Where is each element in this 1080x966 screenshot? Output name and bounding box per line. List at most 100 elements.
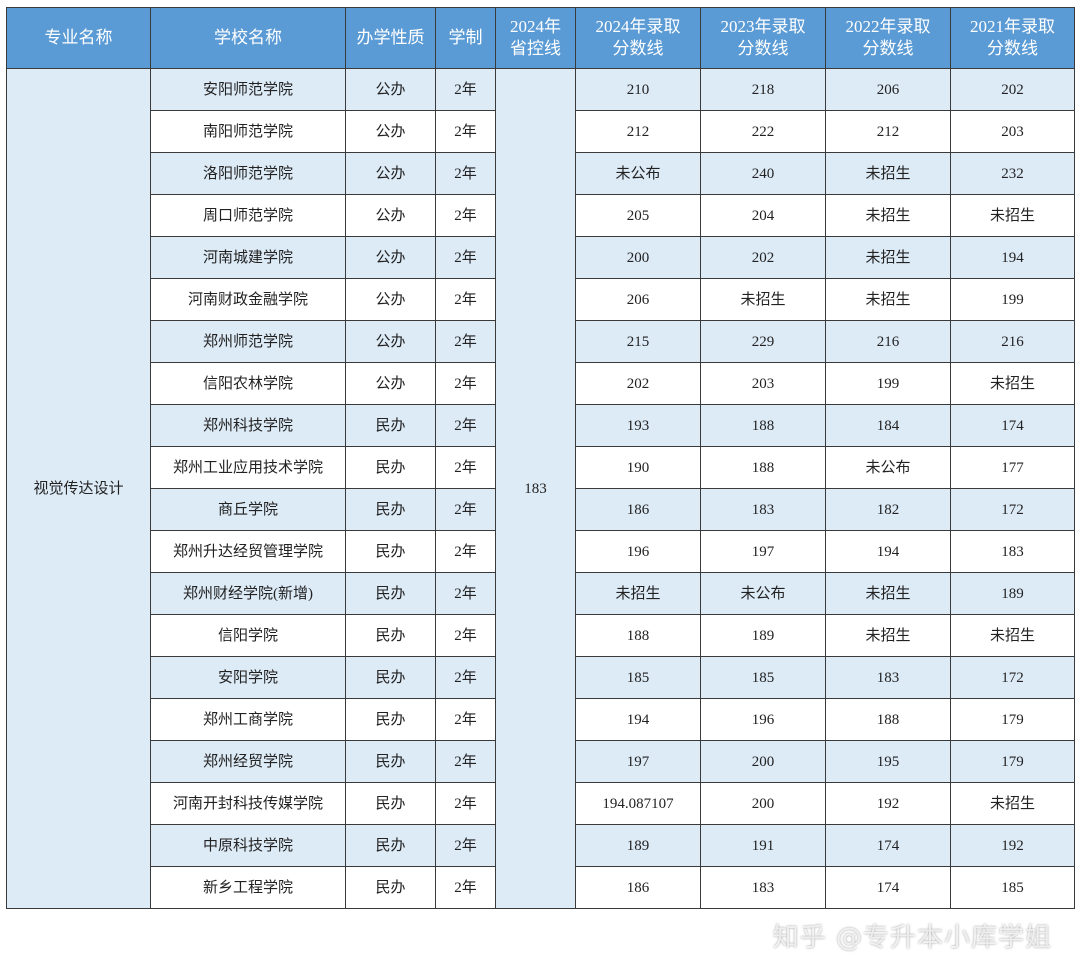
score-2023-cell: 183: [700, 866, 826, 909]
table-row: 郑州财经学院(新增) 民办 2年 未招生 未公布 未招生 189: [7, 572, 1075, 615]
school-type-cell: 民办: [345, 824, 436, 867]
table-row: 视觉传达设计 安阳师范学院 公办 2年 183 210 218 206 202: [6, 68, 1075, 909]
header-duration: 学制: [435, 7, 496, 69]
score-2021-cell: 177: [950, 446, 1075, 489]
major-name-cell: 视觉传达设计: [6, 68, 151, 909]
duration-cell: 2年: [435, 488, 496, 531]
score-2021-cell: 未招生: [950, 362, 1075, 405]
table-row: 洛阳师范学院 公办 2年 未公布 240 未招生 232: [7, 152, 1075, 195]
duration-cell: 2年: [435, 404, 496, 447]
score-2021-cell: 未招生: [950, 614, 1075, 657]
score-2021-cell: 199: [950, 278, 1075, 321]
table-row: 郑州经贸学院 民办 2年 197 200 195 179: [7, 740, 1075, 783]
score-2021-cell: 216: [950, 320, 1075, 363]
score-2023-cell: 200: [700, 740, 826, 783]
score-2022-cell: 199: [825, 362, 951, 405]
score-2024-cell: 190: [575, 446, 701, 489]
score-2021-cell: 189: [950, 572, 1075, 615]
score-2024-cell: 197: [575, 740, 701, 783]
duration-cell: 2年: [435, 236, 496, 279]
table-row: 周口师范学院 公办 2年 205 204 未招生 未招生: [7, 194, 1075, 237]
school-type-cell: 公办: [345, 320, 436, 363]
header-type: 办学性质: [345, 7, 436, 69]
school-type-cell: 公办: [345, 278, 436, 321]
score-2023-cell: 191: [700, 824, 826, 867]
admission-score-table: 专业名称 学校名称 办学性质 学制 2024年 省控线 2024年录取 分数线 2023年录取分…: [6, 7, 1075, 909]
duration-cell: 2年: [435, 530, 496, 573]
score-2023-cell: 188: [700, 404, 826, 447]
duration-cell: 2年: [435, 572, 496, 615]
school-type-cell: 民办: [345, 782, 436, 825]
score-2021-cell: 未招生: [950, 782, 1075, 825]
school-name-cell: 河南城建学院: [150, 236, 346, 279]
table-row: 郑州工业应用技术学院 民办 2年 190 188 未公布 177: [7, 446, 1075, 489]
score-2021-cell: 172: [950, 656, 1075, 699]
score-2023-cell: 196: [700, 698, 826, 741]
score-2021-cell: 179: [950, 740, 1075, 783]
table-row: 信阳农林学院 公办 2年 202 203 199 未招生: [7, 362, 1075, 405]
school-type-cell: 民办: [345, 698, 436, 741]
duration-cell: 2年: [435, 656, 496, 699]
score-2023-cell: 189: [700, 614, 826, 657]
score-2023-cell: 222: [700, 110, 826, 153]
school-name-cell: 郑州师范学院: [150, 320, 346, 363]
watermark: 知乎 @专升本小库学姐: [772, 923, 1052, 953]
table-row: 南阳师范学院 公办 2年 212 222 212 203: [7, 110, 1075, 153]
control-line-cell: 183: [495, 68, 576, 909]
header-score-2024: 2024年录取 分数线: [575, 7, 701, 69]
score-2022-cell: 194: [825, 530, 951, 573]
score-2022-cell: 未公布: [825, 446, 951, 489]
table-row: 新乡工程学院 民办 2年 186 183 174 185: [7, 866, 1075, 909]
school-name-cell: 郑州科技学院: [150, 404, 346, 447]
score-2024-cell: 210: [575, 68, 701, 111]
score-2021-cell: 192: [950, 824, 1075, 867]
school-type-cell: 民办: [345, 656, 436, 699]
table-row: 郑州科技学院 民办 2年 193 188 184 174: [7, 404, 1075, 447]
score-2022-cell: 188: [825, 698, 951, 741]
duration-cell: 2年: [435, 194, 496, 237]
score-2023-cell: 188: [700, 446, 826, 489]
header-control-line-2024: 2024年 省控线: [495, 7, 576, 69]
score-2021-cell: 172: [950, 488, 1075, 531]
score-2024-cell: 206: [575, 278, 701, 321]
score-2023-cell: 204: [700, 194, 826, 237]
score-2021-cell: 203: [950, 110, 1075, 153]
score-2021-cell: 232: [950, 152, 1075, 195]
school-name-cell: 河南财政金融学院: [150, 278, 346, 321]
score-2023-cell: 202: [700, 236, 826, 279]
score-2024-cell: 194: [575, 698, 701, 741]
table-row: 安阳学院 民办 2年 185 185 183 172: [7, 656, 1075, 699]
score-2022-cell: 183: [825, 656, 951, 699]
school-name-cell: 安阳学院: [150, 656, 346, 699]
school-type-cell: 公办: [345, 152, 436, 195]
score-2024-cell: 215: [575, 320, 701, 363]
score-2024-cell: 185: [575, 656, 701, 699]
school-name-cell: 周口师范学院: [150, 194, 346, 237]
score-2021-cell: 194: [950, 236, 1075, 279]
score-2021-cell: 183: [950, 530, 1075, 573]
score-2021-cell: 179: [950, 698, 1075, 741]
score-2024-cell: 194.087107: [575, 782, 701, 825]
table-row: 郑州工商学院 民办 2年 194 196 188 179: [7, 698, 1075, 741]
school-name-cell: 郑州经贸学院: [150, 740, 346, 783]
score-2023-cell: 200: [700, 782, 826, 825]
duration-cell: 2年: [435, 782, 496, 825]
school-name-cell: 信阳学院: [150, 614, 346, 657]
table-row: 河南财政金融学院 公办 2年 206 未招生 未招生 199: [7, 278, 1075, 321]
school-type-cell: 公办: [345, 236, 436, 279]
school-type-cell: 民办: [345, 614, 436, 657]
score-2022-cell: 182: [825, 488, 951, 531]
duration-cell: 2年: [435, 278, 496, 321]
score-2022-cell: 174: [825, 866, 951, 909]
score-2022-cell: 未招生: [825, 236, 951, 279]
score-2023-cell: 未公布: [700, 572, 826, 615]
duration-cell: 2年: [435, 320, 496, 363]
duration-cell: 2年: [435, 362, 496, 405]
score-2022-cell: 195: [825, 740, 951, 783]
score-2024-cell: 未公布: [575, 152, 701, 195]
score-2021-cell: 未招生: [950, 194, 1075, 237]
school-name-cell: 南阳师范学院: [150, 110, 346, 153]
duration-cell: 2年: [435, 68, 496, 111]
header-score-2021: 2021年录取 分数线: [950, 7, 1075, 69]
school-type-cell: 民办: [345, 446, 436, 489]
